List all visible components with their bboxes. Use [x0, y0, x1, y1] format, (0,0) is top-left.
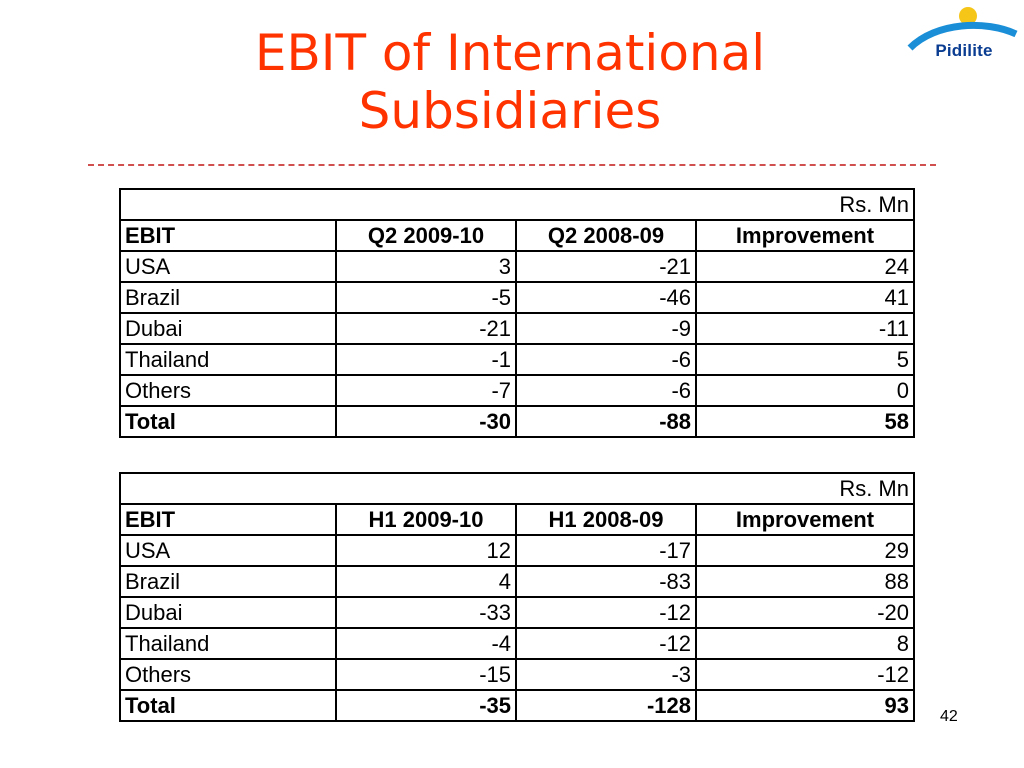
logo-arc-icon [907, 21, 1018, 51]
header-cell: Improvement [695, 219, 915, 252]
total-label: Total [119, 689, 337, 722]
slide-title-line1: EBIT of International [254, 24, 766, 82]
table-row: USA 3 -21 24 [119, 250, 915, 283]
value-cell: 4 [335, 565, 517, 598]
value-cell: -5 [335, 281, 517, 314]
value-cell: -11 [695, 312, 915, 345]
table-row: Dubai -21 -9 -11 [119, 312, 915, 345]
header-cell: Improvement [695, 503, 915, 536]
table-row: Thailand -1 -6 5 [119, 343, 915, 376]
table-row: Thailand -4 -12 8 [119, 627, 915, 660]
value-cell: -21 [335, 312, 517, 345]
table-row: Others -15 -3 -12 [119, 658, 915, 691]
total-label: Total [119, 405, 337, 438]
total-cell: -88 [515, 405, 697, 438]
value-cell: -20 [695, 596, 915, 629]
value-cell: -33 [335, 596, 517, 629]
total-cell: -35 [335, 689, 517, 722]
total-cell: -128 [515, 689, 697, 722]
value-cell: -12 [695, 658, 915, 691]
unit-cell: Rs. Mn [119, 188, 915, 221]
value-cell: -7 [335, 374, 517, 407]
row-label: Dubai [119, 596, 337, 629]
value-cell: 5 [695, 343, 915, 376]
value-cell: -21 [515, 250, 697, 283]
table-total-row: Total -35 -128 93 [119, 689, 915, 722]
unit-cell: Rs. Mn [119, 472, 915, 505]
table-unit-row: Rs. Mn [119, 472, 915, 505]
value-cell: -17 [515, 534, 697, 567]
table-header-row: EBIT Q2 2009-10 Q2 2008-09 Improvement [119, 219, 915, 252]
table-row: Brazil 4 -83 88 [119, 565, 915, 598]
row-label: Brazil [119, 565, 337, 598]
total-cell: 58 [695, 405, 915, 438]
row-label: USA [119, 534, 337, 567]
value-cell: 41 [695, 281, 915, 314]
logo-sun-icon [959, 7, 977, 25]
row-label: Thailand [119, 343, 337, 376]
table-total-row: Total -30 -88 58 [119, 405, 915, 438]
title-divider [88, 164, 936, 166]
row-label: Brazil [119, 281, 337, 314]
row-label: Thailand [119, 627, 337, 660]
table-row: Dubai -33 -12 -20 [119, 596, 915, 629]
table-row: USA 12 -17 29 [119, 534, 915, 567]
value-cell: 88 [695, 565, 915, 598]
value-cell: 12 [335, 534, 517, 567]
row-label: Dubai [119, 312, 337, 345]
row-label: USA [119, 250, 337, 283]
ebit-quarterly-table: Rs. Mn EBIT Q2 2009-10 Q2 2008-09 Improv… [119, 188, 915, 438]
row-label: Others [119, 658, 337, 691]
value-cell: 8 [695, 627, 915, 660]
table-unit-row: Rs. Mn [119, 188, 915, 221]
value-cell: -83 [515, 565, 697, 598]
header-cell: EBIT [119, 219, 337, 252]
value-cell: 3 [335, 250, 517, 283]
pidilite-logo: Pidilite [906, 4, 1018, 74]
ebit-half-year-table: Rs. Mn EBIT H1 2009-10 H1 2008-09 Improv… [119, 472, 915, 722]
header-cell: H1 2009-10 [335, 503, 517, 536]
value-cell: -3 [515, 658, 697, 691]
logo-text: Pidilite [935, 41, 993, 60]
value-cell: 0 [695, 374, 915, 407]
value-cell: -12 [515, 627, 697, 660]
value-cell: -12 [515, 596, 697, 629]
value-cell: -15 [335, 658, 517, 691]
table-row: Brazil -5 -46 41 [119, 281, 915, 314]
header-cell: Q2 2009-10 [335, 219, 517, 252]
logo-graphic [907, 7, 1018, 51]
value-cell: -6 [515, 343, 697, 376]
total-cell: -30 [335, 405, 517, 438]
value-cell: 24 [695, 250, 915, 283]
value-cell: -9 [515, 312, 697, 345]
value-cell: -1 [335, 343, 517, 376]
table-header-row: EBIT H1 2009-10 H1 2008-09 Improvement [119, 503, 915, 536]
value-cell: -6 [515, 374, 697, 407]
header-cell: H1 2008-09 [515, 503, 697, 536]
value-cell: 29 [695, 534, 915, 567]
value-cell: -4 [335, 627, 517, 660]
header-cell: EBIT [119, 503, 337, 536]
slide-title-line2: Subsidiaries [358, 82, 662, 140]
table-row: Others -7 -6 0 [119, 374, 915, 407]
page-number: 42 [940, 708, 958, 725]
slide-title: EBIT of International Subsidiaries [150, 24, 870, 140]
value-cell: -46 [515, 281, 697, 314]
row-label: Others [119, 374, 337, 407]
header-cell: Q2 2008-09 [515, 219, 697, 252]
total-cell: 93 [695, 689, 915, 722]
